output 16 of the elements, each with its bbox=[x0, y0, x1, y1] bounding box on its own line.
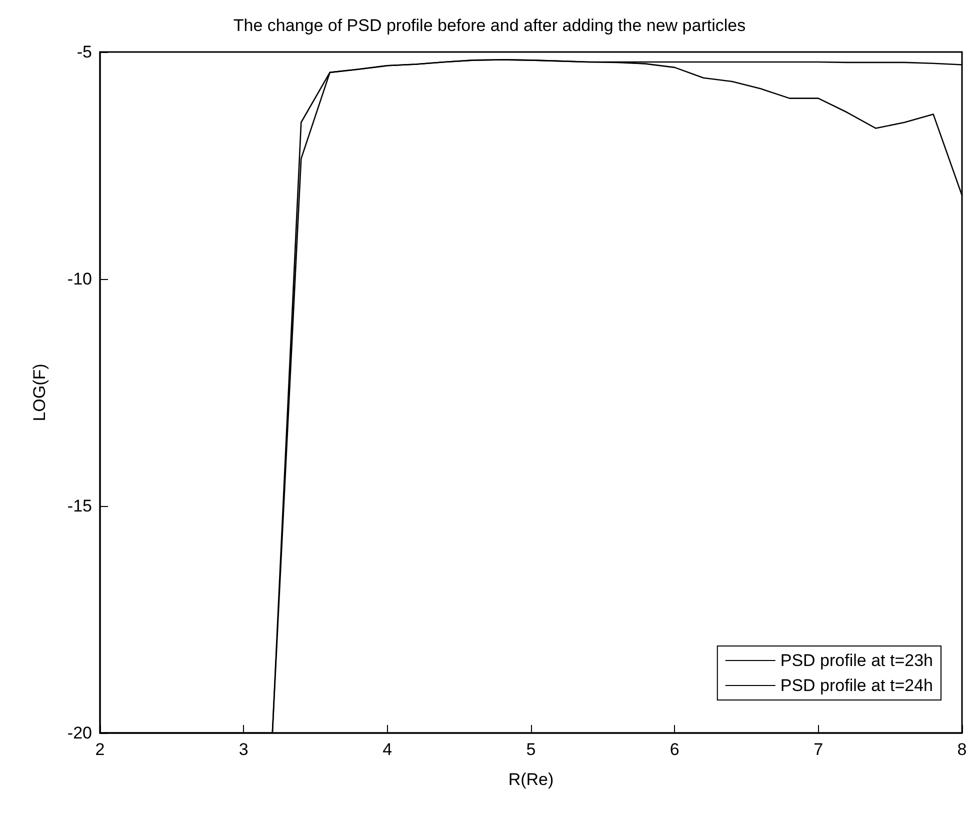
x-tick-label: 8 bbox=[957, 740, 967, 759]
x-tick-label: 3 bbox=[238, 740, 248, 759]
x-tick-label: 6 bbox=[670, 740, 680, 759]
x-tick-label: 5 bbox=[526, 740, 536, 759]
y-axis-title: LOG(F) bbox=[30, 364, 49, 422]
y-tick-label: -20 bbox=[67, 724, 92, 742]
chart-title: The change of PSD profile before and after adding the new particles bbox=[233, 16, 746, 35]
x-axis-title: R(Re) bbox=[508, 770, 554, 789]
y-tick-label: -15 bbox=[67, 496, 92, 516]
x-tick-label: 4 bbox=[382, 740, 392, 759]
legend-label: PSD profile at t=24h bbox=[780, 676, 934, 695]
x-tick-label: 7 bbox=[814, 740, 824, 759]
legend-label: PSD profile at t=23h bbox=[780, 651, 934, 670]
x-tick-label: 2 bbox=[95, 740, 105, 759]
y-tick-label: -10 bbox=[67, 270, 92, 288]
y-tick-label: -5 bbox=[76, 42, 92, 62]
